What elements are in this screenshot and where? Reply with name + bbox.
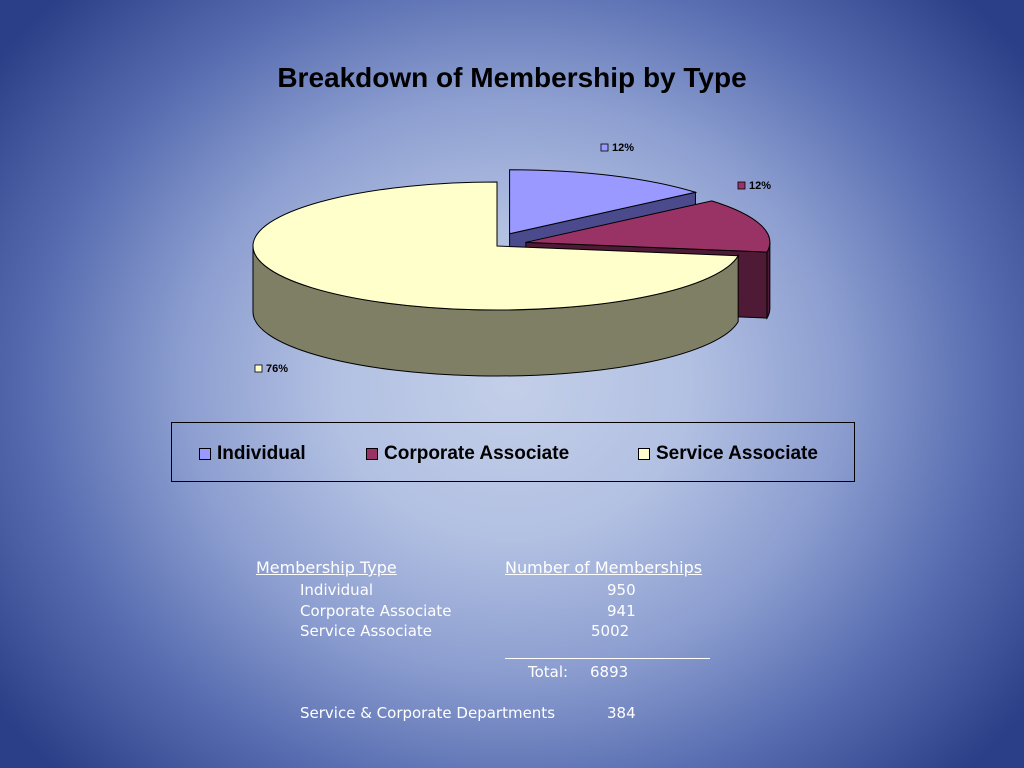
legend-label-service-associate: Service Associate [656,443,818,464]
pie-chart: 12% 12% 76% [252,142,771,377]
table-row-count: 950 [607,581,636,599]
data-label-swatch [600,143,609,152]
legend-label-corporate-associate: Corporate Associate [384,443,570,464]
legend-item-service-associate: Service Associate [638,443,818,465]
legend-item-individual: Individual [199,443,306,465]
table-row-count: 5002 [591,622,630,640]
data-label-text: 12% [612,142,634,154]
table-header-count: Number of Memberships [505,558,703,577]
legend-label-individual: Individual [217,443,306,464]
pie-top-individual [509,169,698,235]
data-label-swatch [254,364,263,373]
data-label-service-associate: 76% [254,363,288,375]
table-row-type: Service Associate [300,622,432,640]
data-label-text: 76% [266,363,288,375]
table-row-type: Corporate Associate [300,602,452,620]
total-divider [505,658,710,659]
pie-top-service-associate [252,181,740,311]
data-label-corporate-associate: 12% [737,180,771,192]
pie-slice-service-associate [252,181,740,377]
legend-swatch-corporate-associate [366,448,378,460]
legend-swatch-individual [199,448,211,460]
table-row-count: 941 [607,602,636,620]
data-label-individual: 12% [600,142,634,154]
legend-swatch-service-associate [638,448,650,460]
table-row-type: Individual [300,581,374,599]
chart-title: Breakdown of Membership by Type [277,62,747,93]
departments-value: 384 [607,704,636,722]
pie-top-corporate-associate [525,200,771,253]
legend-item-corporate-associate: Corporate Associate [366,443,569,465]
data-label-text: 12% [749,180,771,192]
total-value: 6893 [590,663,629,681]
chart-legend: Individual Corporate Associate Service A… [171,422,855,482]
departments-label: Service & Corporate Departments [300,704,556,722]
total-label: Total: [528,663,569,681]
data-label-swatch [737,181,746,190]
table-header-type: Membership Type [256,558,397,577]
